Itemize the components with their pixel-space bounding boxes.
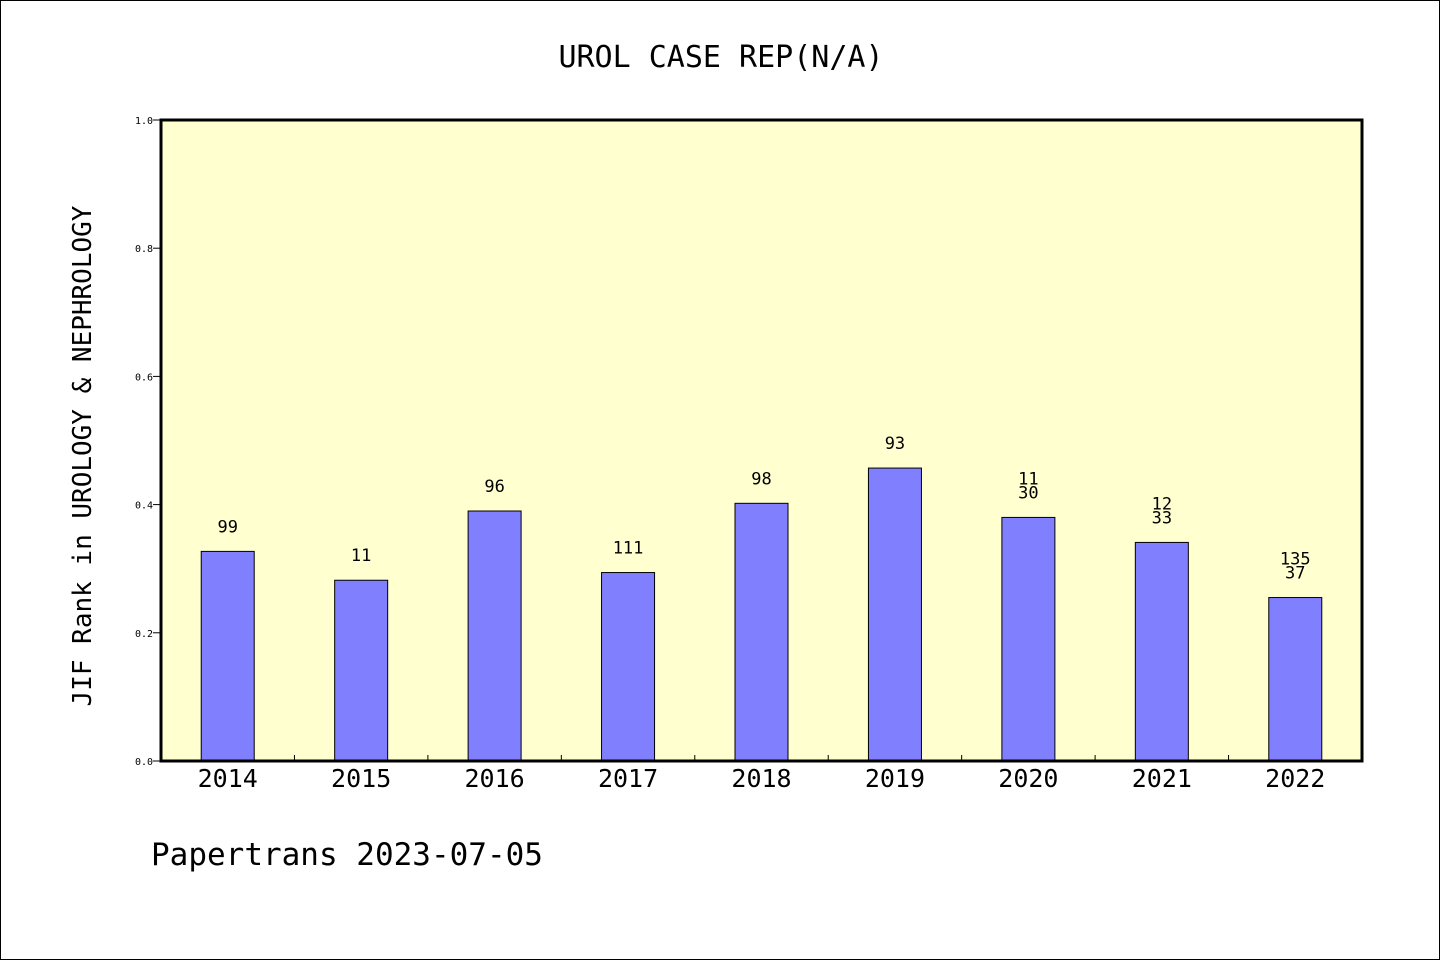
bar-data-label: 135 xyxy=(1280,550,1311,570)
footer-text: Papertrans 2023-07-05 xyxy=(151,837,543,873)
bar-2018 xyxy=(734,502,789,762)
bar-data-label: 96 xyxy=(484,477,504,497)
x-tick-label: 2014 xyxy=(198,764,258,793)
bar-data-label: 11 xyxy=(351,546,371,566)
x-tick-label: 2019 xyxy=(865,764,925,793)
bar-2014 xyxy=(200,550,255,762)
x-tick-label: 2015 xyxy=(331,764,391,793)
y-axis: 0.0 0.2 0.4 0.6 0.8 1.0 xyxy=(135,116,161,768)
bar-data-label: 33 xyxy=(1152,508,1172,528)
plot-border xyxy=(159,118,1364,763)
y-tick-label: 0.0 xyxy=(135,757,153,768)
bar-2017 xyxy=(601,572,656,762)
bar-2020 xyxy=(1001,516,1056,762)
bar-data-label: 37 xyxy=(1285,564,1305,584)
y-tick-label: 0.8 xyxy=(135,244,153,255)
bar-data-label: 111 xyxy=(613,539,644,559)
y-tick-label: 0.2 xyxy=(135,629,153,640)
x-tick-label: 2018 xyxy=(731,764,791,793)
y-tick-label: 1.0 xyxy=(135,116,153,127)
bars xyxy=(200,467,1323,762)
bar-data-label: 11 xyxy=(1018,469,1038,489)
bar-data-label: 98 xyxy=(751,469,771,489)
bar-2022 xyxy=(1268,597,1323,762)
chart-title: UROL CASE REP(N/A) xyxy=(558,40,883,75)
bar-data-label: 12 xyxy=(1152,494,1172,514)
bar-2019 xyxy=(867,467,922,762)
y-axis-label: JIF Rank in UROLOGY & NEPHROLOGY xyxy=(68,205,98,706)
x-axis: 2014 2015 2016 2017 2018 2019 2020 2021 2022 xyxy=(198,755,1325,793)
bar-data-label: 99 xyxy=(217,517,237,537)
x-tick-label: 2021 xyxy=(1132,764,1192,793)
x-tick-label: 2017 xyxy=(598,764,658,793)
y-tick-label: 0.4 xyxy=(135,501,153,512)
x-tick-label: 2016 xyxy=(465,764,525,793)
bar-2016 xyxy=(467,510,522,762)
bar-2021 xyxy=(1134,541,1189,762)
x-tick-label: 2020 xyxy=(998,764,1058,793)
y-tick-label: 0.6 xyxy=(135,372,153,383)
bar-data-label: 93 xyxy=(885,434,905,454)
x-tick-label: 2022 xyxy=(1265,764,1325,793)
bar-2015 xyxy=(334,579,389,762)
bar-data-label: 30 xyxy=(1018,483,1038,503)
